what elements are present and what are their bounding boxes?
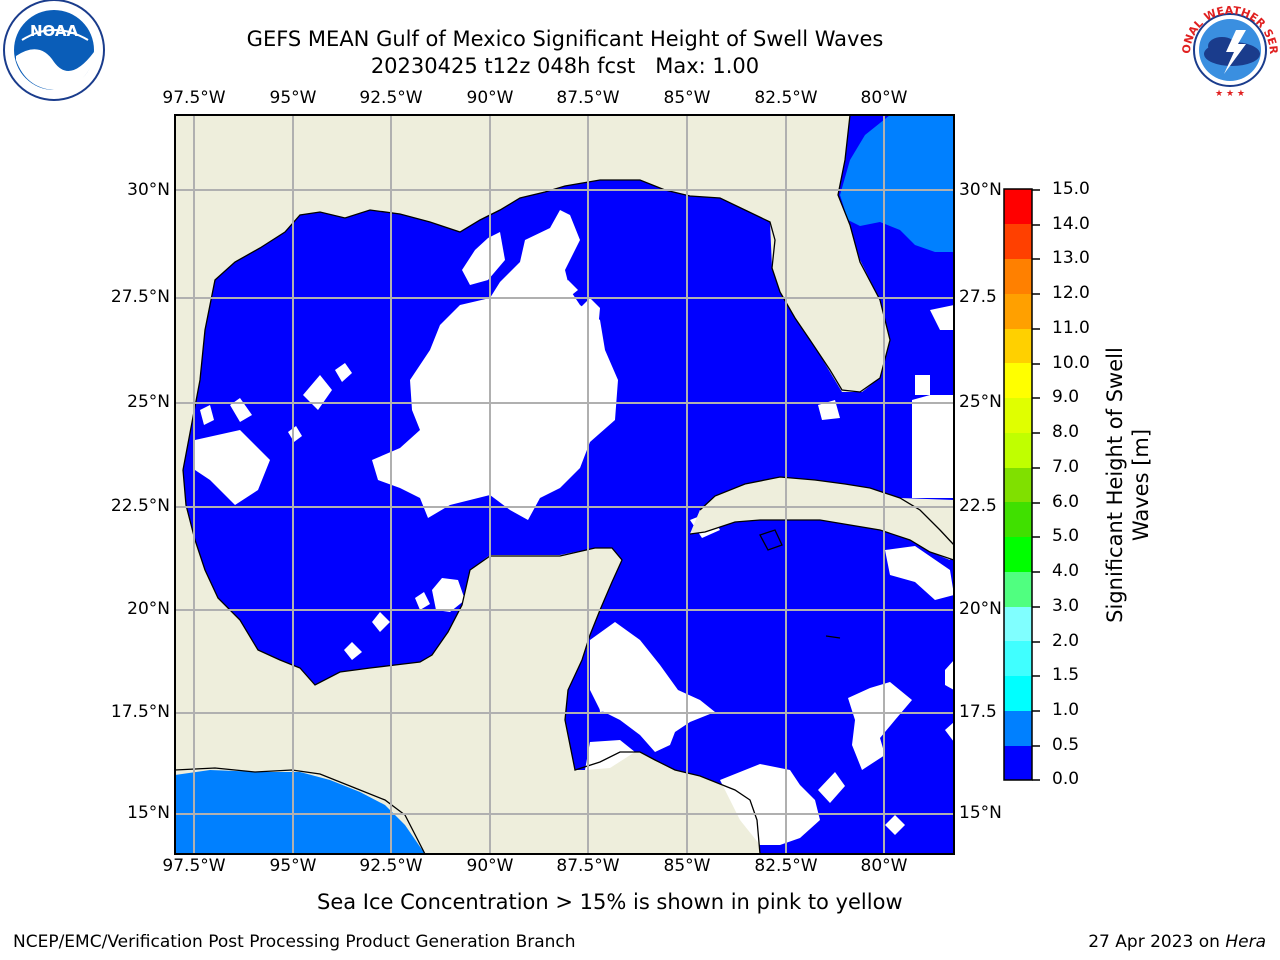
lon-label-top: 85°W (663, 88, 711, 108)
colorbar-tick-label: 1.5 (1052, 665, 1080, 685)
colorbar-tick-label: 1.0 (1052, 700, 1080, 720)
lat-label-right: 22.5 (959, 496, 997, 516)
lat-label-left: 30°N (127, 180, 170, 200)
lat-label-left: 27.5°N (110, 287, 170, 307)
cuba-land (690, 477, 954, 560)
footer-date-text: 27 Apr 2023 on (1088, 932, 1226, 952)
lat-label-right: 15°N (959, 803, 1002, 823)
colorbar-tick-label: 13.0 (1052, 248, 1090, 268)
lat-label-right: 20°N (959, 599, 1002, 619)
footer-branch: NCEP/EMC/Verification Post Processing Pr… (13, 932, 576, 952)
noaa-logo-text: NOAA (30, 22, 79, 40)
lon-label-top: 95°W (269, 88, 317, 108)
lat-label-right: 27.5 (959, 287, 997, 307)
lon-label-top: 97.5°W (162, 88, 226, 108)
colorbar-tick-label: 2.0 (1052, 631, 1080, 651)
lat-label-right: 30°N (959, 180, 1002, 200)
lon-label-top: 87.5°W (556, 88, 620, 108)
lat-label-right: 17.5 (959, 702, 997, 722)
footer-date: 27 Apr 2023 on Hera (1088, 932, 1266, 952)
colorbar-tick-label: 10.0 (1052, 353, 1090, 373)
coastlines (175, 115, 954, 854)
colorbar-tick-label: 8.0 (1052, 422, 1080, 442)
no-data-patches (195, 210, 954, 845)
lon-label-bottom: 80°W (860, 856, 908, 876)
footer-host: Hera (1225, 932, 1266, 952)
colorbar-tick-label: 9.0 (1052, 387, 1080, 407)
lat-label-left: 17.5°N (110, 702, 170, 722)
map-area (175, 115, 954, 854)
lat-label-right: 25°N (959, 392, 1002, 412)
lon-label-bottom: 82.5°W (754, 856, 818, 876)
colorbar-title-text: Significant Height of Swell Waves [m] (1103, 347, 1153, 623)
lon-label-top: 82.5°W (754, 88, 818, 108)
lat-label-left: 20°N (127, 599, 170, 619)
lon-label-bottom: 97.5°W (162, 856, 226, 876)
atlantic-swell-patch (840, 115, 954, 252)
colorbar-tick-label: 6.0 (1052, 492, 1080, 512)
lon-label-top: 92.5°W (359, 88, 423, 108)
lat-label-left: 25°N (127, 392, 170, 412)
lat-label-left: 22.5°N (110, 496, 170, 516)
gridlines (175, 115, 954, 854)
colorbar-tick-label: 0.5 (1052, 735, 1080, 755)
plot-title: GEFS MEAN Gulf of Mexico Significant Hei… (246, 27, 884, 51)
svg-text:★ ★ ★: ★ ★ ★ (1215, 89, 1245, 99)
sea-ice-caption: Sea Ice Concentration > 15% is shown in … (317, 890, 903, 914)
sea-ice-caption-text: Sea Ice Concentration > 15% is shown in … (317, 890, 903, 914)
colorbar-tick-label: 3.0 (1052, 596, 1080, 616)
lon-label-top: 90°W (466, 88, 514, 108)
lon-label-bottom: 92.5°W (359, 856, 423, 876)
florida-land (770, 115, 888, 392)
central-america-land (175, 505, 622, 815)
lon-label-bottom: 85°W (663, 856, 711, 876)
colorbar-tick-label: 12.0 (1052, 283, 1090, 303)
colorbar-tick-label: 11.0 (1052, 318, 1090, 338)
colorbar-tick-label: 15.0 (1052, 179, 1090, 199)
pacific-swell-patch (175, 770, 425, 854)
plot-subtitle: 20230425 t12z 048h fcst Max: 1.00 (370, 54, 760, 78)
colorbar-tick-label: 4.0 (1052, 561, 1080, 581)
lon-label-top: 80°W (860, 88, 908, 108)
colorbar-tick-label: 14.0 (1052, 214, 1090, 234)
gulf-water (183, 115, 954, 854)
colorbar-tick-label: 0.0 (1052, 769, 1080, 789)
noaa-logo: NOAA (3, 0, 105, 101)
lat-label-left: 15°N (127, 803, 170, 823)
map-frame (174, 114, 955, 855)
lon-label-bottom: 90°W (466, 856, 514, 876)
colorbar-tick-label: 7.0 (1052, 457, 1080, 477)
lon-label-bottom: 95°W (269, 856, 317, 876)
colorbar-tick-label: 5.0 (1052, 526, 1080, 546)
lon-label-bottom: 87.5°W (556, 856, 620, 876)
colorbar (1003, 188, 1040, 781)
colorbar-title: Significant Height of Swell Waves [m] (1102, 315, 1154, 655)
